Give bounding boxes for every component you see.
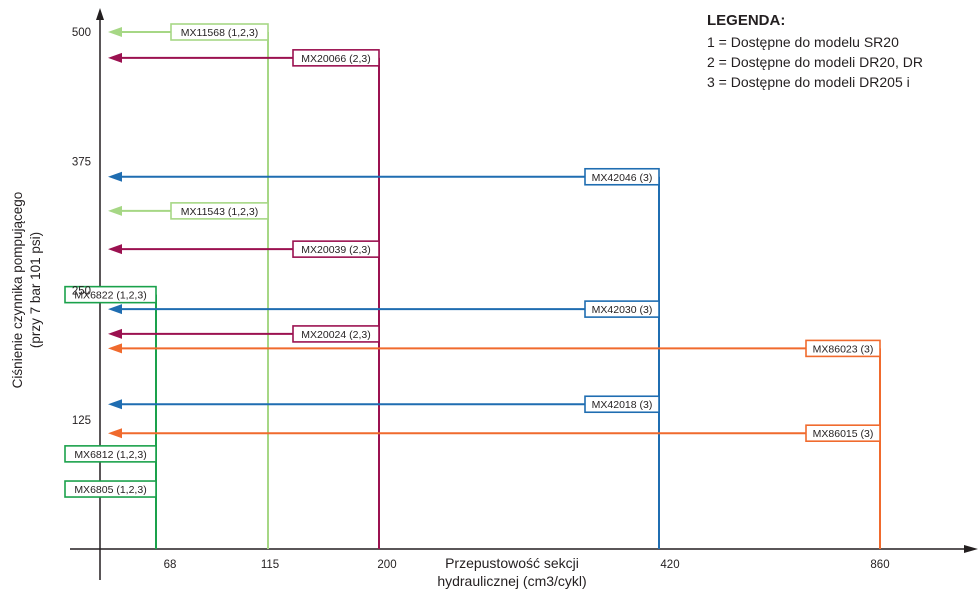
series-label-box-mx86015-3 (805, 424, 881, 442)
arrow-left-icon (108, 52, 122, 63)
series-label-box-mx6822-1-2-3 (64, 285, 157, 304)
y-tick-label-125: 125 (72, 415, 91, 427)
series-label-mx42018-3: MX42018 (3) (592, 399, 653, 411)
series-label-box-mx6812-1-2-3 (64, 445, 157, 463)
series-label-mx6812-1-2-3: MX6812 (1,2,3) (74, 449, 146, 461)
y-tick-label-500: 500 (72, 27, 91, 39)
axis-labels: 125 250 375 500 68 115 200 420 860 Przepustowość … (10, 27, 890, 589)
arrow-left-icon (108, 205, 122, 216)
arrow-left-icon (108, 304, 122, 315)
series-label-mx42030-3: MX42030 (3) (592, 304, 653, 316)
y-tick-label-250: 250 (72, 286, 91, 298)
series-layer: MX6822 (1,2,3) MX6812 (1,2,3) MX6805 (1,2,… (64, 23, 881, 549)
series-label-mx20066-2-3: MX20066 (2,3) (301, 53, 370, 65)
y-axis-arrow-icon (96, 8, 104, 20)
series-label-box-mx20024-2-3 (292, 325, 380, 343)
y-axis-label-line-1: Ciśnienie czynnika pompującego (10, 192, 25, 389)
y-tick-label-375: 375 (72, 156, 91, 168)
x-axis-label-line-2: hydraulicznej (cm3/cykl) (437, 573, 586, 589)
series-label-mx11568-1-2-3: MX11568 (1,2,3) (181, 27, 258, 39)
axes (70, 8, 978, 580)
series-label-mx42046-3: MX42046 (3) (592, 172, 653, 184)
legend-item-3: 3 = Dostępne do modeli DR205 i (707, 74, 910, 90)
arrow-left-icon (108, 244, 122, 255)
series-label-box-mx42030-3 (584, 300, 660, 318)
series-label-box-mx11568-1-2-3 (170, 23, 269, 41)
series-label-mx20039-2-3: MX20039 (2,3) (301, 244, 370, 256)
x-tick-label-115: 115 (261, 559, 279, 571)
x-tick-label-420: 420 (660, 559, 679, 571)
series-label-box-mx42018-3 (584, 395, 660, 414)
series-label-mx6805-1-2-3: MX6805 (1,2,3) (74, 484, 146, 496)
arrow-left-icon (108, 171, 122, 182)
legend-title: LEGENDA: (707, 12, 786, 29)
series-label-box-mx11543-1-2-3 (170, 202, 269, 220)
x-tick-label-200: 200 (377, 559, 396, 571)
series-label-mx86023-3: MX86023 (3) (813, 343, 874, 355)
x-axis-arrow-icon (964, 545, 978, 553)
series-label-mx20024-2-3: MX20024 (2,3) (301, 329, 370, 341)
arrow-left-icon (108, 343, 122, 354)
x-tick-label-68: 68 (164, 559, 177, 571)
series-label-box-mx6805-1-2-3 (64, 480, 157, 498)
legend: LEGENDA: 1 = Dostępne do modelu SR20 2 =… (707, 10, 979, 92)
series-label-box-mx86023-3 (805, 339, 881, 358)
x-axis-label-line-1: Przepustowość sekcji (445, 555, 579, 571)
legend-item-1: 1 = Dostępne do modelu SR20 (707, 34, 899, 50)
y-axis-label-line-2: (przy 7 bar 101 psi) (28, 232, 43, 348)
series-label-mx11543-1-2-3: MX11543 (1,2,3) (181, 206, 258, 218)
series-label-box-mx42046-3 (584, 167, 660, 186)
series-label-mx86015-3: MX86015 (3) (813, 428, 874, 440)
legend-item-2: 2 = Dostępne do modeli DR20, DR (707, 54, 923, 70)
arrow-left-icon (108, 328, 122, 339)
series-label-box-mx20066-2-3 (292, 49, 380, 67)
arrow-left-icon (108, 27, 122, 37)
arrow-left-icon (108, 428, 122, 439)
series-label-box-mx20039-2-3 (292, 240, 380, 258)
x-tick-label-860: 860 (870, 559, 889, 571)
series-label-mx6822-1-2-3: MX6822 (1,2,3) (74, 290, 146, 302)
arrow-left-icon (108, 399, 122, 410)
